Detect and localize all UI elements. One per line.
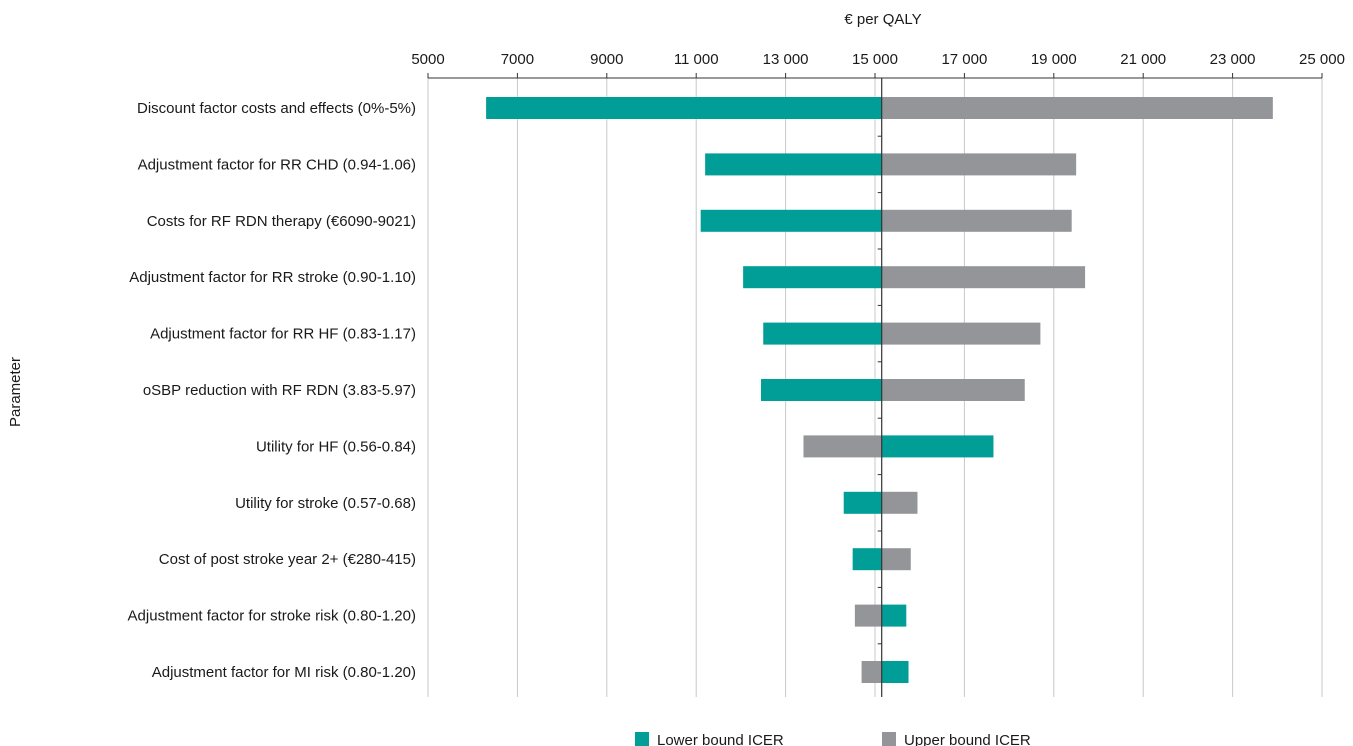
bar-upper-bound bbox=[854, 604, 882, 627]
x-axis: 5000 7000 9000 11 000 13 000 15 000 17 000 19 0… bbox=[411, 51, 1345, 79]
category-label: Adjustment factor for RR HF (0.83-1.17) bbox=[150, 326, 416, 343]
x-tick-label: 19 000 bbox=[1031, 51, 1077, 68]
category-labels: Discount factor costs and effects (0%-5%… bbox=[128, 100, 416, 681]
x-axis-title: € per QALY bbox=[844, 11, 921, 28]
legend-swatch-lower bbox=[635, 732, 649, 746]
legend-label-upper: Upper bound ICER bbox=[904, 732, 1031, 746]
bar-lower-bound bbox=[700, 209, 882, 232]
legend: Lower bound ICER Upper bound ICER bbox=[635, 732, 1031, 746]
bar-lower-bound bbox=[743, 266, 882, 289]
bar-lower-bound bbox=[881, 435, 994, 458]
bar-lower-bound bbox=[763, 322, 882, 345]
x-tick-label: 17 000 bbox=[941, 51, 987, 68]
bar-upper-bound bbox=[881, 548, 911, 571]
bar-lower-bound bbox=[486, 97, 882, 119]
category-label: Adjustment factor for RR stroke (0.90-1.… bbox=[129, 269, 416, 286]
x-tick-label: 25 000 bbox=[1299, 51, 1345, 68]
bar-upper-bound bbox=[881, 209, 1072, 232]
bars bbox=[486, 97, 1273, 683]
x-tick-label: 5000 bbox=[411, 51, 444, 68]
bar-upper-bound bbox=[881, 322, 1041, 345]
bar-lower-bound bbox=[761, 379, 882, 401]
legend-swatch-upper bbox=[882, 732, 896, 746]
bar-upper-bound bbox=[881, 153, 1077, 176]
x-tick-label: 15 000 bbox=[852, 51, 898, 68]
y-axis-title: Parameter bbox=[7, 357, 24, 427]
category-label: Adjustment factor for MI risk (0.80-1.20… bbox=[152, 664, 416, 681]
category-label: Utility for stroke (0.57-0.68) bbox=[235, 495, 416, 512]
bar-lower-bound bbox=[881, 661, 909, 683]
category-label: Cost of post stroke year 2+ (€280-415) bbox=[159, 551, 416, 568]
legend-label-lower: Lower bound ICER bbox=[657, 732, 784, 746]
x-tick-label: 7000 bbox=[501, 51, 534, 68]
bar-lower-bound bbox=[881, 604, 907, 627]
x-tick-label: 23 000 bbox=[1210, 51, 1256, 68]
category-label: Costs for RF RDN therapy (€6090-9021) bbox=[147, 213, 416, 230]
bar-upper-bound bbox=[803, 435, 882, 458]
category-label: Utility for HF (0.56-0.84) bbox=[256, 438, 416, 455]
x-tick-label: 9000 bbox=[590, 51, 623, 68]
bar-upper-bound bbox=[881, 491, 918, 514]
bar-upper-bound bbox=[861, 661, 882, 683]
bar-upper-bound bbox=[881, 266, 1086, 289]
category-label: Adjustment factor for stroke risk (0.80-… bbox=[128, 608, 416, 625]
x-tick-label: 11 000 bbox=[674, 51, 719, 68]
category-label: oSBP reduction with RF RDN (3.83-5.97) bbox=[143, 382, 416, 399]
bar-lower-bound bbox=[705, 153, 882, 176]
base-line bbox=[877, 78, 883, 697]
category-label: Discount factor costs and effects (0%-5%… bbox=[137, 100, 416, 117]
bar-lower-bound bbox=[852, 548, 882, 571]
x-tick-label: 21 000 bbox=[1120, 51, 1166, 68]
category-label: Adjustment factor for RR CHD (0.94-1.06) bbox=[138, 156, 416, 173]
x-tick-label: 13 000 bbox=[763, 51, 809, 68]
bar-lower-bound bbox=[843, 491, 882, 514]
bar-upper-bound bbox=[881, 379, 1025, 401]
bar-upper-bound bbox=[881, 97, 1273, 119]
